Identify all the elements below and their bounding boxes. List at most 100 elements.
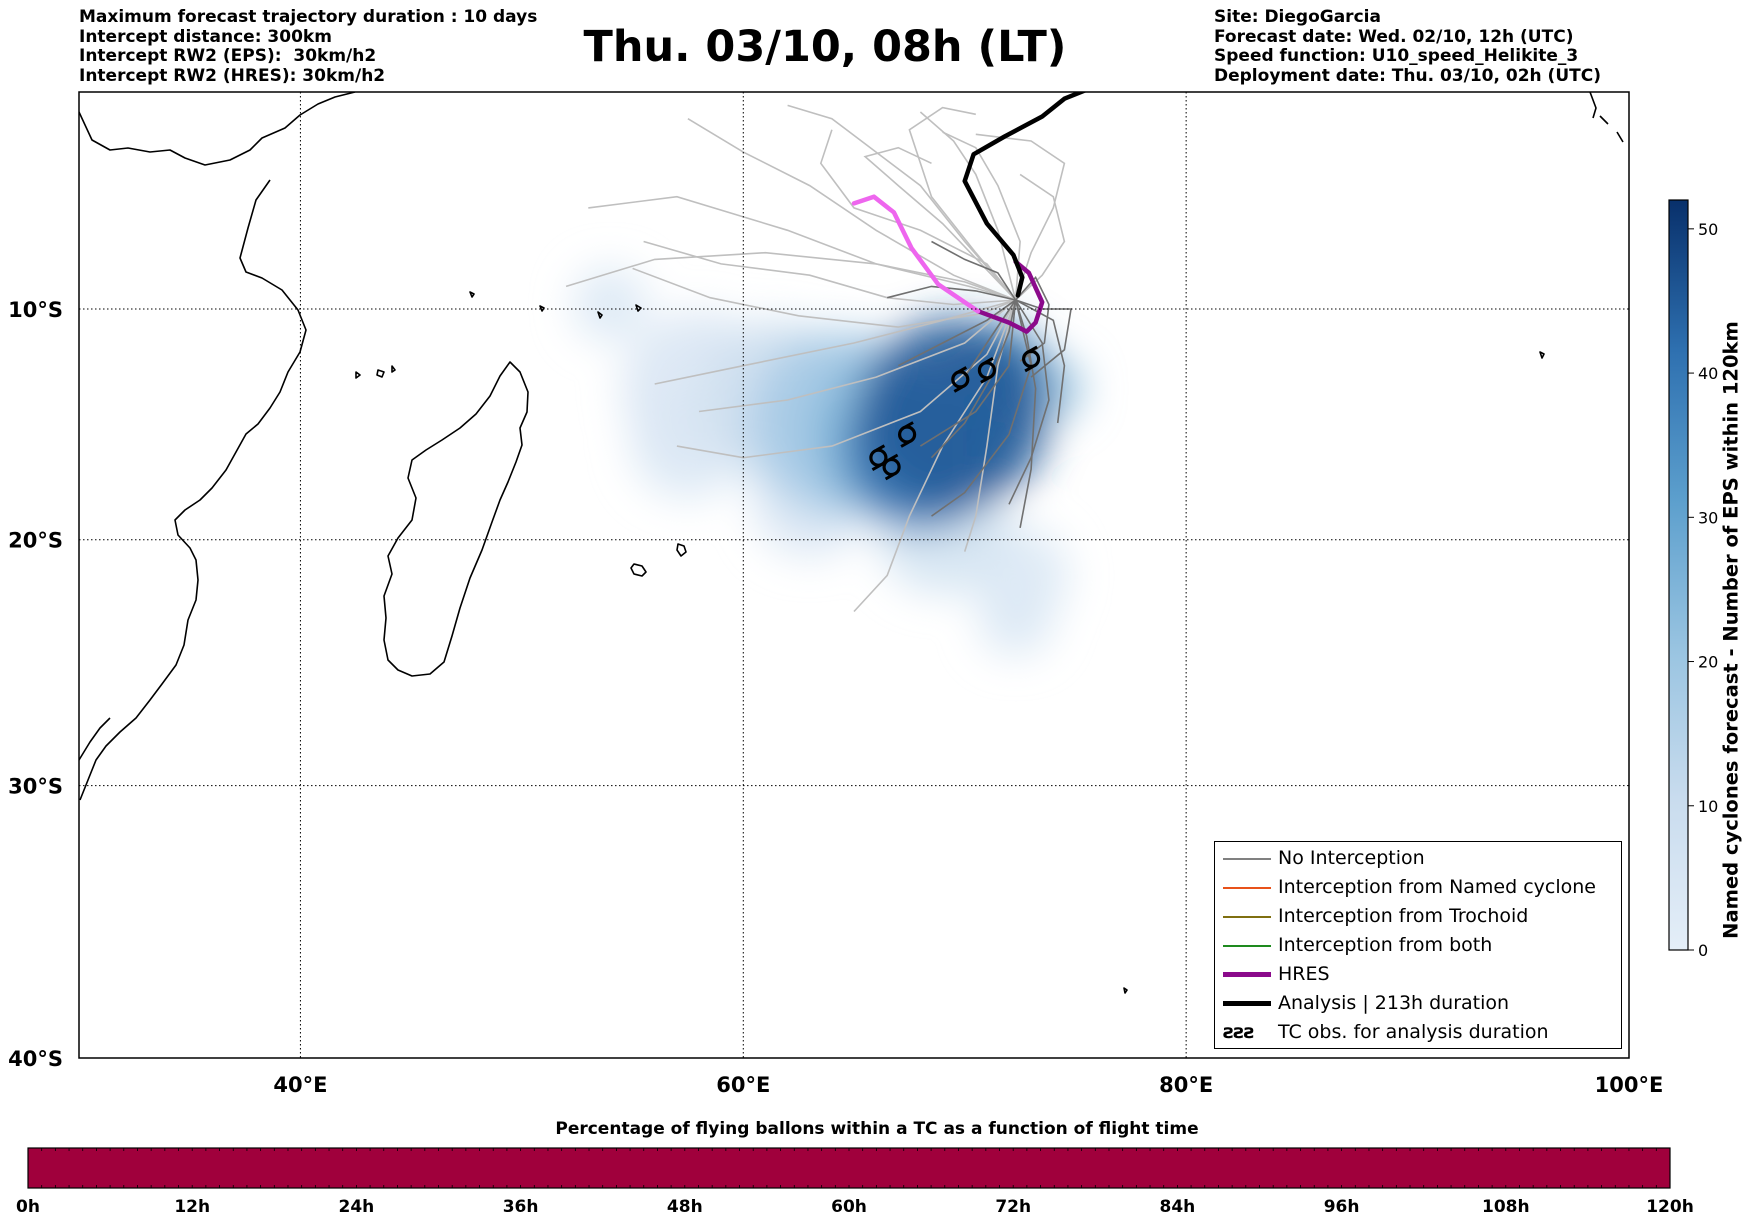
legend-label: Interception from Trochoid: [1278, 905, 1529, 927]
header-left-line: Intercept distance: 300km: [79, 26, 332, 47]
comoros-islands: [355, 365, 396, 379]
pct-tick-label: 48h: [667, 1197, 703, 1217]
chart-title: Thu. 03/10, 08h (LT): [583, 22, 1067, 72]
header-right: Site: DiegoGarcia Forecast date: Wed. 02…: [1214, 7, 1601, 86]
hres-track: [851, 194, 1045, 334]
tc-obs-tail: [1024, 345, 1038, 373]
header-left: Maximum forecast trajectory duration : 1…: [79, 7, 538, 86]
map-frame: [78, 91, 1630, 1059]
eps-track-near: [897, 299, 1017, 367]
header-left-line: Intercept RW2 (EPS): 30km/h2: [79, 46, 377, 66]
eps-track-near: [919, 299, 1017, 447]
legend-swatch: [1223, 887, 1271, 889]
colorbar-ticks: 0 10 20 30 40 50: [1688, 220, 1718, 960]
header-left-line: Maximum forecast trajectory duration : 1…: [79, 7, 538, 27]
tc-obs-marker: [1021, 345, 1041, 373]
colorbar-tick-label: 10: [1698, 797, 1718, 816]
eps-track-far: [687, 118, 1016, 301]
tc-obs-symbol-icon: ƨƨƨ: [1223, 1021, 1255, 1043]
hres-track-segment: [851, 194, 981, 314]
eps-track-far: [588, 195, 1016, 301]
eps-track-near: [1014, 299, 1037, 529]
header-right-line: Speed function: U10_speed_Helikite_3: [1214, 46, 1579, 66]
eps-track-far: [863, 146, 1017, 301]
density-blob: [572, 266, 649, 343]
header-right-line: Deployment date: Thu. 03/10, 02h (UTC): [1214, 65, 1601, 86]
legend-label: No Interception: [1278, 847, 1425, 869]
pct-tick-label: 36h: [503, 1197, 539, 1217]
pct-tick-label: 12h: [174, 1197, 210, 1217]
density-layer: [572, 266, 1085, 657]
east-coast-marks: [1589, 92, 1624, 143]
pct-tick-label: 72h: [995, 1197, 1031, 1217]
eps-track-far: [919, 111, 1017, 301]
eps-track-far: [632, 267, 1016, 328]
colorbar-tick-label: 40: [1698, 364, 1718, 383]
legend: No Interception Interception from Named …: [1214, 841, 1622, 1049]
lat-tick-label: 20°S: [8, 529, 63, 553]
eps-track-far: [787, 104, 1017, 301]
coastlines: [79, 92, 1624, 994]
legend-swatch: [1223, 1001, 1271, 1006]
tc-obs-tail: [953, 366, 968, 393]
eps-light-tracks: [565, 104, 1066, 613]
madagascar-coastline: [383, 361, 529, 677]
pct-tick-label: 120h: [1646, 1197, 1694, 1217]
legend-label: Interception from Named cyclone: [1278, 876, 1596, 898]
grid-lines: [79, 92, 1629, 1058]
eps-track-far: [698, 299, 1017, 413]
africa-coastline: [79, 92, 356, 801]
eps-track-far: [975, 133, 1066, 301]
eps-track-far: [908, 106, 1017, 301]
mauritius-island: [676, 543, 687, 557]
analysis-track: [962, 92, 1088, 298]
tc-obs-marker: [882, 453, 901, 481]
eps-track-far: [942, 131, 1021, 301]
tc-obs-marker: [977, 356, 997, 384]
eps-track-near: [1008, 299, 1050, 505]
lon-tick-label: 80°E: [1159, 1073, 1213, 1097]
eps-track-far: [654, 299, 1016, 385]
seychelles: [469, 291, 642, 319]
legend-label: HRES: [1278, 963, 1330, 985]
legend-swatch: [1223, 945, 1271, 947]
legend-label: Interception from both: [1278, 934, 1493, 956]
eps-track-far: [676, 299, 1017, 459]
small-island-right: [1123, 351, 1545, 994]
tc-obs-marker: [897, 421, 917, 448]
hres-track-segment: [975, 259, 1045, 334]
colorbar-fill: [1668, 199, 1689, 951]
legend-label: TC obs. for analysis duration: [1278, 1021, 1549, 1043]
tc-obs-tail: [871, 444, 886, 472]
eps-track-near: [931, 240, 1017, 301]
density-blob: [978, 581, 1054, 657]
colorbar-tick-label: 50: [1698, 220, 1718, 239]
lat-tick-label: 10°S: [8, 298, 63, 322]
legend-swatch: [1223, 972, 1271, 977]
pct-tick-label: 24h: [339, 1197, 375, 1217]
lon-tick-label: 40°E: [273, 1073, 327, 1097]
tc-obs-tail: [900, 421, 914, 448]
colorbar-tick-label: 30: [1698, 508, 1718, 527]
reunion-island: [630, 563, 647, 577]
pct-tick-label: 96h: [1324, 1197, 1360, 1217]
colorbar-label: Named cyclones forecast - Number of EPS …: [1719, 321, 1743, 939]
legend-swatch: [1223, 858, 1271, 860]
pct-tick-label: 108h: [1482, 1197, 1530, 1217]
pct-bar-title: Percentage of flying ballons within a TC…: [555, 1119, 1199, 1139]
tc-obs-markers: [869, 345, 1041, 481]
eps-track-far: [565, 251, 1016, 301]
tc-obs-tail: [980, 356, 994, 384]
pct-tick-label: 60h: [831, 1197, 867, 1217]
eps-track-near: [887, 285, 1016, 301]
legend-swatch: [1223, 916, 1271, 918]
header-left-line: Intercept RW2 (HRES): 30km/h2: [79, 65, 386, 86]
tc-obs-tail: [884, 453, 899, 481]
pct-tick-label: 0h: [16, 1197, 40, 1217]
eps-track-near: [964, 299, 1017, 378]
pct-tick-label: 84h: [1160, 1197, 1196, 1217]
lat-tick-labels: 10°S 20°S 30°S 40°S: [8, 298, 63, 1071]
lon-tick-label: 60°E: [716, 1073, 770, 1097]
lat-tick-label: 40°S: [8, 1047, 63, 1071]
